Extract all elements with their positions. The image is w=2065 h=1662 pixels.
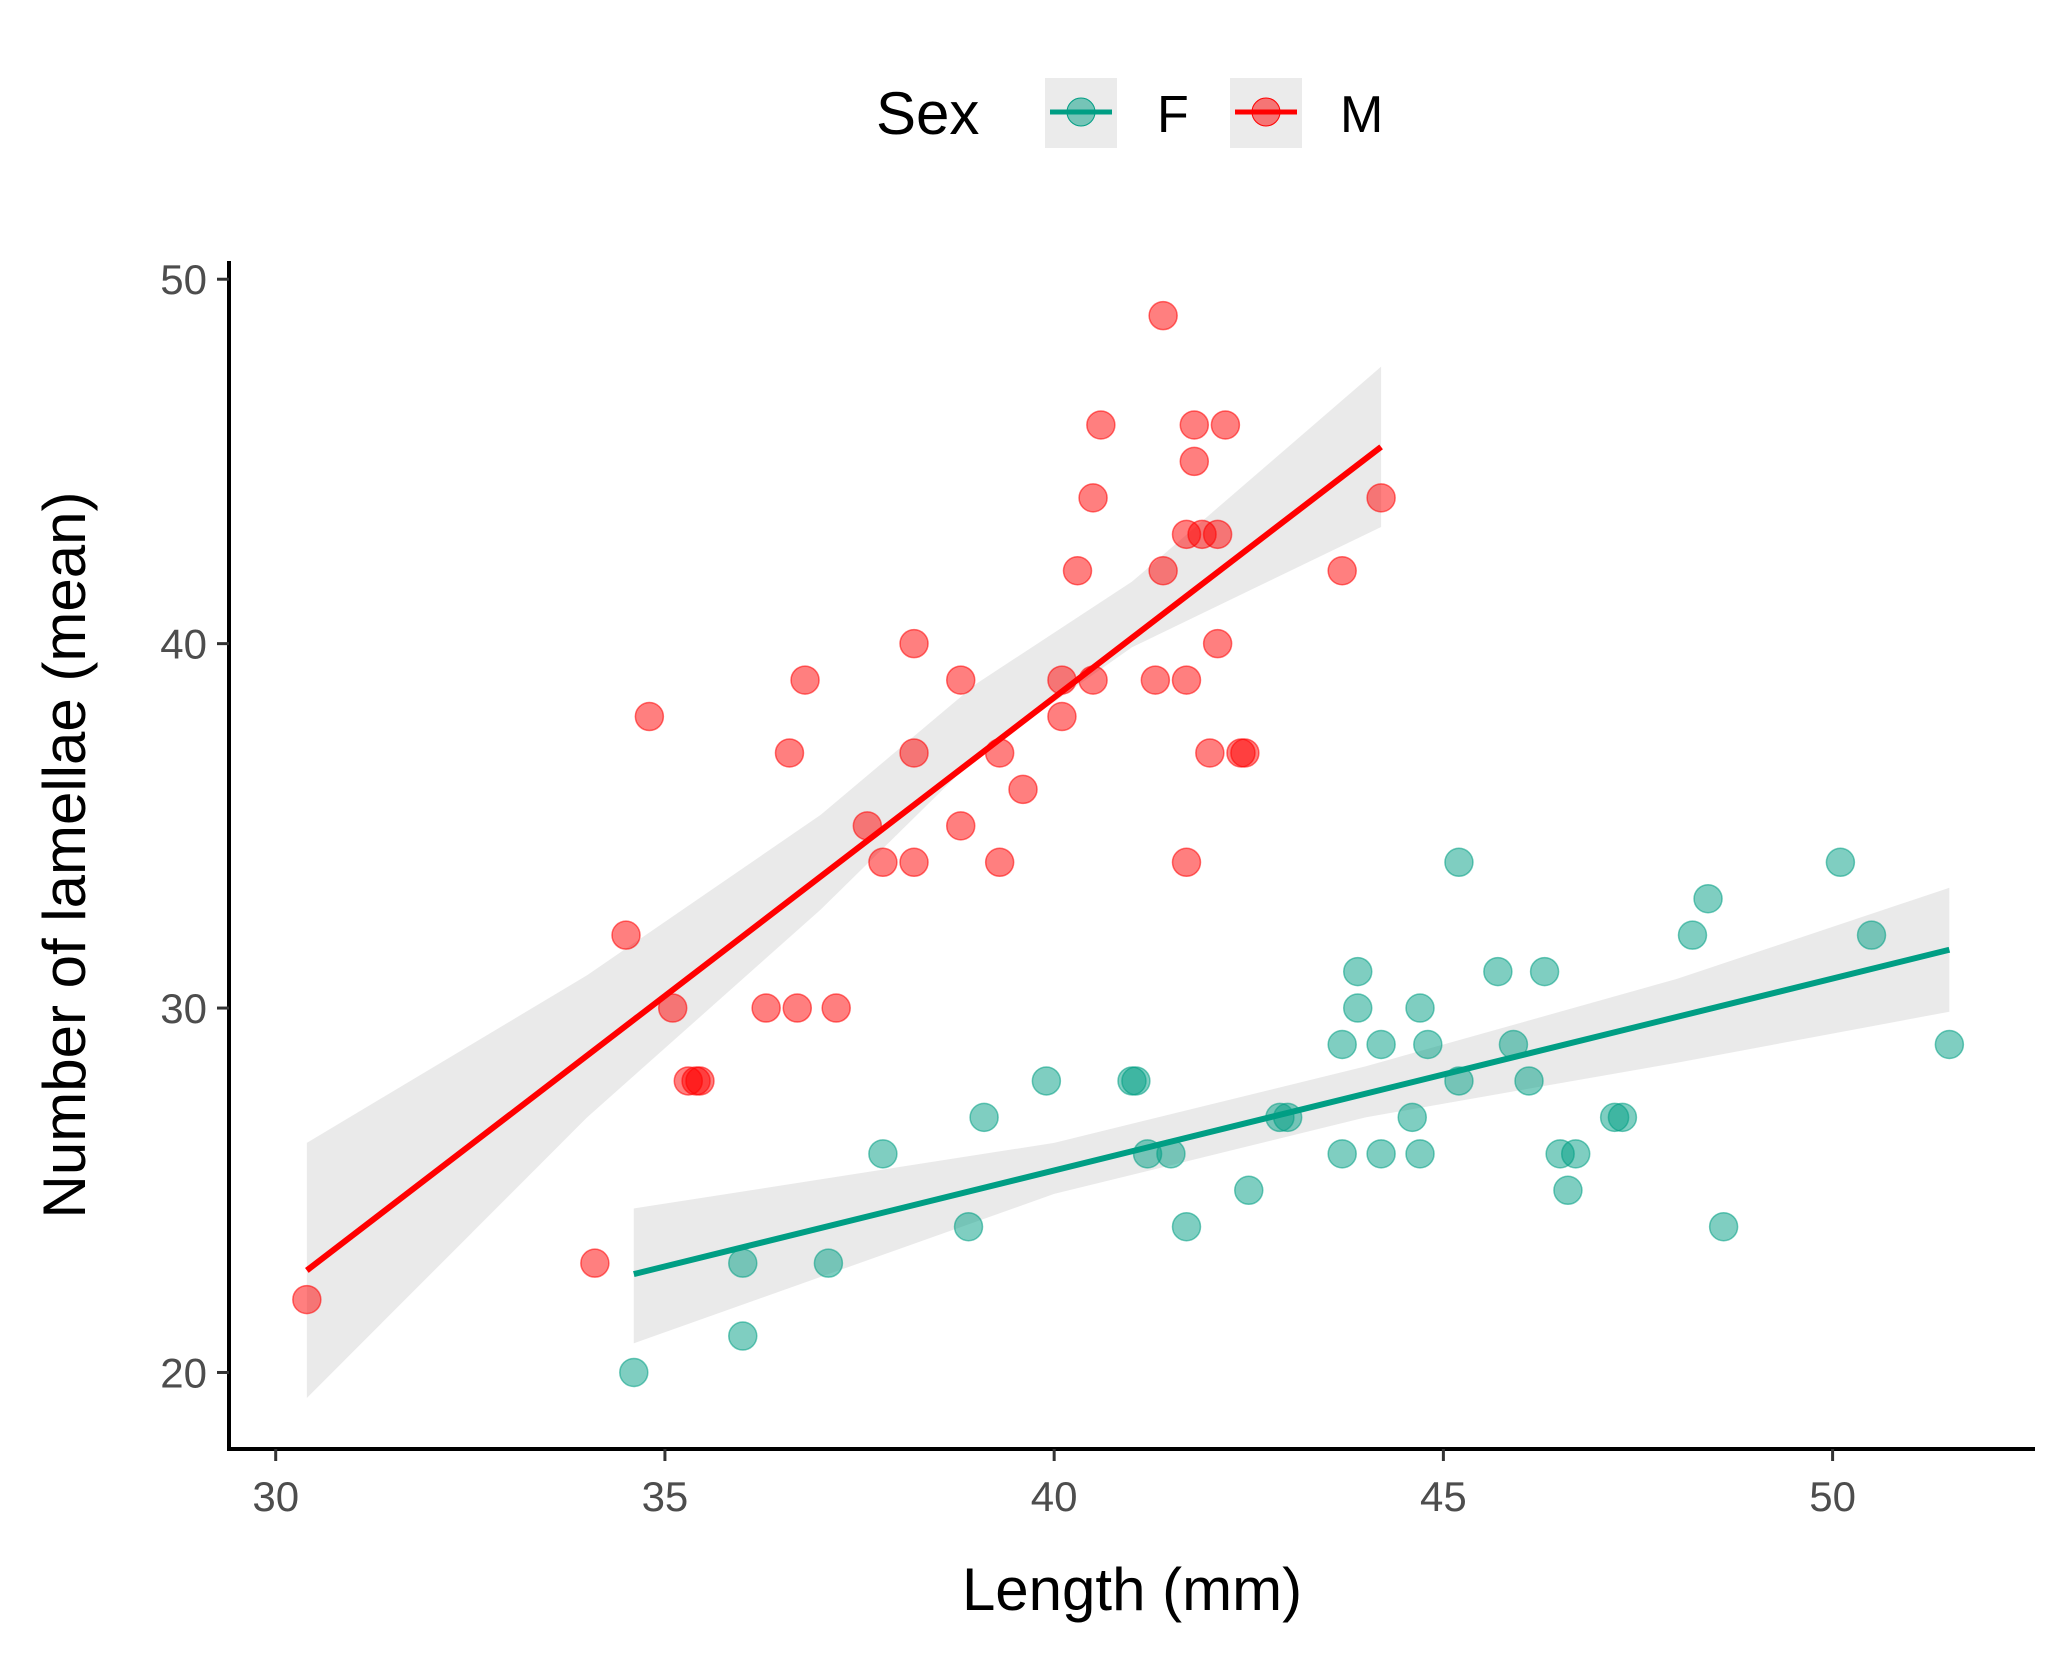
- point-m-23: [1047, 701, 1077, 732]
- point-f-2: [728, 1248, 758, 1278]
- x-tick-label-50: 50: [1809, 1473, 1856, 1520]
- legend-label-f: F: [1157, 86, 1189, 144]
- point-f-7: [1031, 1066, 1062, 1096]
- trend-line-f: [633, 946, 1951, 1277]
- trend-line-m: [305, 444, 1383, 1273]
- point-m-1: [580, 1248, 610, 1278]
- point-m-38: [1195, 738, 1225, 768]
- point-m-11: [790, 665, 820, 695]
- y-axis-ticks: 20 30 40 50: [160, 256, 229, 1396]
- point-f-39: [1708, 1211, 1739, 1242]
- point-m-39: [1202, 519, 1233, 550]
- point-m-4: [657, 993, 688, 1023]
- point-m-14: [868, 847, 898, 878]
- x-axis-title: Length (mm): [962, 1556, 1302, 1623]
- legend-item-m: M: [1230, 78, 1383, 148]
- legend-item-f: F: [1045, 78, 1189, 148]
- point-m-34: [1171, 847, 1202, 878]
- point-m-43: [1230, 738, 1260, 768]
- point-f-34: [1553, 1175, 1583, 1206]
- confidence-bands: [306, 366, 1950, 1398]
- x-tick-label-35: 35: [642, 1473, 689, 1520]
- y-axis-title: Number of lamellae (mean): [31, 492, 98, 1219]
- point-m-19: [945, 665, 976, 695]
- point-m-18: [945, 811, 976, 841]
- point-m-7: [685, 1066, 715, 1096]
- point-f-31: [1529, 956, 1560, 987]
- point-f-38: [1693, 883, 1723, 914]
- legend-marker-m: [1251, 97, 1281, 127]
- point-m-8: [751, 993, 781, 1023]
- point-f-18: [1343, 956, 1373, 987]
- legend: Sex F M: [876, 78, 1383, 148]
- data-points: [292, 300, 1965, 1388]
- point-f-28: [1483, 956, 1513, 987]
- point-m-25: [1062, 556, 1093, 586]
- point-f-30: [1514, 1066, 1544, 1096]
- point-f-37: [1677, 920, 1708, 950]
- x-axis-ticks: 30 35 40 45 50: [252, 1449, 1856, 1520]
- point-f-25: [1413, 1029, 1443, 1060]
- point-m-29: [1140, 665, 1171, 695]
- point-f-17: [1327, 1029, 1357, 1060]
- x-tick-label-30: 30: [252, 1473, 299, 1520]
- point-f-23: [1405, 993, 1435, 1023]
- point-m-41: [1210, 410, 1241, 440]
- point-f-20: [1366, 1029, 1396, 1060]
- point-m-3: [634, 701, 665, 732]
- point-m-12: [821, 993, 851, 1023]
- point-m-22: [1008, 774, 1038, 805]
- x-tick-label-45: 45: [1420, 1473, 1467, 1520]
- point-f-12: [1171, 1211, 1202, 1242]
- point-m-27: [1078, 483, 1108, 513]
- point-f-0: [619, 1357, 649, 1388]
- point-f-22: [1397, 1102, 1427, 1133]
- point-f-40: [1825, 847, 1856, 878]
- point-m-0: [292, 1284, 322, 1315]
- point-m-36: [1179, 446, 1210, 477]
- ci-band-m: [306, 366, 1382, 1398]
- point-m-44: [1327, 556, 1357, 586]
- point-m-21: [984, 847, 1015, 878]
- y-tick-label-50: 50: [160, 256, 207, 303]
- point-f-6: [969, 1102, 999, 1133]
- point-m-2: [611, 920, 641, 950]
- point-m-45: [1366, 483, 1396, 513]
- point-f-4: [868, 1139, 898, 1169]
- y-tick-label-40: 40: [160, 621, 207, 668]
- point-m-16: [899, 738, 929, 768]
- point-m-40: [1202, 628, 1233, 659]
- legend-marker-f: [1066, 97, 1096, 127]
- point-f-9: [1121, 1066, 1151, 1096]
- point-m-10: [782, 993, 813, 1023]
- y-tick-label-20: 20: [160, 1349, 207, 1396]
- y-tick-label-30: 30: [160, 985, 207, 1032]
- point-f-24: [1405, 1139, 1435, 1169]
- point-m-15: [899, 628, 929, 659]
- point-f-13: [1234, 1175, 1264, 1206]
- point-f-41: [1856, 920, 1887, 950]
- point-f-26: [1444, 847, 1474, 878]
- point-f-3: [813, 1248, 844, 1278]
- point-f-42: [1934, 1029, 1965, 1060]
- legend-title: Sex: [876, 80, 979, 147]
- point-f-21: [1366, 1139, 1396, 1169]
- point-f-33: [1560, 1139, 1591, 1169]
- point-f-19: [1343, 993, 1373, 1023]
- point-m-31: [1148, 300, 1178, 331]
- trend-lines: [305, 444, 1951, 1277]
- point-m-17: [899, 847, 929, 878]
- point-m-9: [774, 738, 805, 768]
- point-m-28: [1086, 410, 1116, 440]
- x-tick-label-40: 40: [1031, 1473, 1078, 1520]
- legend-label-m: M: [1340, 86, 1383, 144]
- point-m-32: [1171, 665, 1202, 695]
- point-f-36: [1607, 1102, 1638, 1133]
- point-f-16: [1327, 1139, 1357, 1169]
- point-f-5: [953, 1211, 984, 1242]
- point-m-30: [1148, 556, 1178, 586]
- point-f-1: [728, 1321, 758, 1351]
- point-m-35: [1179, 410, 1210, 440]
